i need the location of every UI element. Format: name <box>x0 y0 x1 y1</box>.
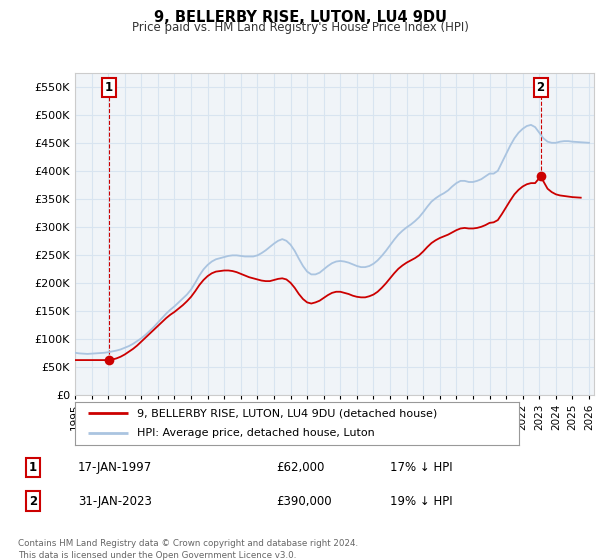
Text: 2: 2 <box>536 81 545 94</box>
Text: HPI: Average price, detached house, Luton: HPI: Average price, detached house, Luto… <box>137 428 375 438</box>
Text: Price paid vs. HM Land Registry's House Price Index (HPI): Price paid vs. HM Land Registry's House … <box>131 21 469 34</box>
Text: 19% ↓ HPI: 19% ↓ HPI <box>390 494 452 508</box>
Text: £62,000: £62,000 <box>276 461 325 474</box>
Text: 1: 1 <box>105 81 113 94</box>
Text: 9, BELLERBY RISE, LUTON, LU4 9DU (detached house): 9, BELLERBY RISE, LUTON, LU4 9DU (detach… <box>137 408 437 418</box>
Text: 1: 1 <box>29 461 37 474</box>
Text: 17-JAN-1997: 17-JAN-1997 <box>78 461 152 474</box>
Text: Contains HM Land Registry data © Crown copyright and database right 2024.
This d: Contains HM Land Registry data © Crown c… <box>18 539 358 559</box>
Text: 9, BELLERBY RISE, LUTON, LU4 9DU: 9, BELLERBY RISE, LUTON, LU4 9DU <box>154 10 446 25</box>
Text: 17% ↓ HPI: 17% ↓ HPI <box>390 461 452 474</box>
Text: 31-JAN-2023: 31-JAN-2023 <box>78 494 152 508</box>
Text: £390,000: £390,000 <box>276 494 332 508</box>
Text: 2: 2 <box>29 494 37 508</box>
